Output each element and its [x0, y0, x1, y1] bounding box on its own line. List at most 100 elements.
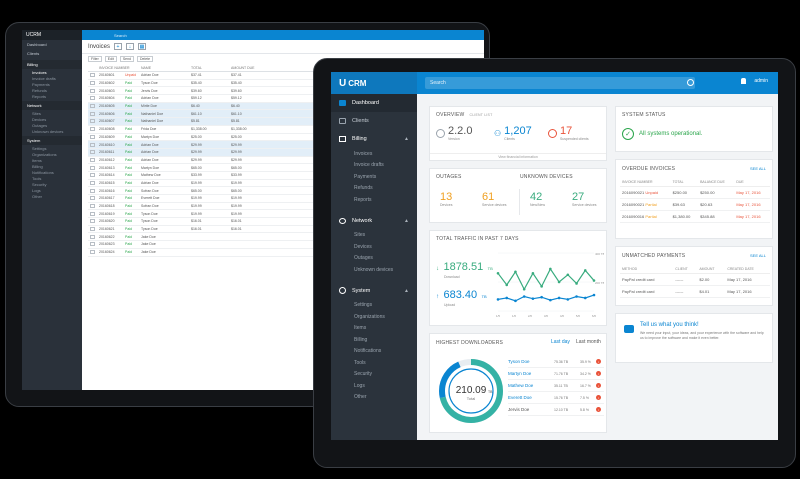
sidebar-subitem[interactable]: Invoices: [354, 150, 373, 157]
unmatched-row[interactable]: PayPal credit card ------ $2.00 May 17, 201…: [620, 273, 770, 286]
info-icon[interactable]: i: [596, 395, 601, 400]
overdue-see-all-link[interactable]: SEE ALL: [749, 166, 766, 171]
sidebar-subitem[interactable]: Billing: [354, 336, 368, 343]
unmatched-see-all-link[interactable]: SEE ALL: [749, 253, 766, 258]
row-checkbox[interactable]: [90, 234, 95, 239]
search-icon[interactable]: [687, 79, 694, 86]
info-icon[interactable]: i: [596, 371, 601, 376]
table-row[interactable]: 20160619 Paid Tyson Doe $19.99 $19.99: [88, 210, 358, 219]
downloader-row[interactable]: Tyson Doe 75.36 TB 35.9 % i: [508, 356, 604, 368]
table-row[interactable]: 20160624 Paid Jake Doe: [88, 249, 358, 257]
table-row[interactable]: 20160607 Paid Nathaniel Doe $5.81 $5.81: [88, 118, 358, 126]
sidebar-subitem[interactable]: Reports: [354, 196, 372, 203]
search-input[interactable]: Search: [425, 77, 695, 89]
sidebar-section-network[interactable]: Network ▲: [331, 212, 417, 230]
sidebar-subitem[interactable]: Other: [354, 394, 367, 401]
sidebar-item-dashboard[interactable]: Dashboard: [331, 94, 417, 112]
back-sidebar-item[interactable]: Reports: [32, 93, 47, 99]
downloader-row[interactable]: Jervis Doe 12.10 TB 5.8 % i: [508, 404, 604, 416]
table-row[interactable]: 20160621 Paid Tyson Doe $16.01 $16.01: [88, 226, 358, 234]
back-sidebar-item[interactable]: Settings: [32, 145, 47, 151]
sidebar-subitem[interactable]: Security: [354, 371, 373, 378]
sidebar-subitem[interactable]: Outages: [354, 255, 373, 262]
back-toolbar-button[interactable]: Send: [119, 56, 134, 62]
info-icon[interactable]: i: [596, 359, 601, 364]
table-row[interactable]: 20160603 Paid Jervis Doe $39.60 $39.60: [88, 87, 358, 96]
table-row[interactable]: 20160623 Paid Jake Doe: [88, 241, 358, 249]
back-sidebar-item[interactable]: System: [22, 136, 82, 145]
row-checkbox[interactable]: [90, 188, 95, 193]
row-checkbox[interactable]: [90, 211, 95, 216]
sidebar-subitem[interactable]: Sites: [354, 232, 366, 239]
table-row[interactable]: 20160613 Paid Martyn Doe $65.00 $65.00: [88, 164, 358, 172]
info-icon[interactable]: i: [596, 383, 601, 388]
row-checkbox[interactable]: [90, 81, 95, 86]
table-row[interactable]: 20160617 Paid Everett Doe $19.99 $19.99: [88, 195, 358, 203]
back-toolbar-button[interactable]: Edit: [104, 56, 117, 62]
table-row[interactable]: 20160620 Paid Tyson Doe $16.01 $16.01: [88, 218, 358, 226]
table-row[interactable]: 20160612 Paid Adrian Doe $29.99 $29.99: [88, 157, 358, 165]
row-checkbox[interactable]: [90, 242, 95, 247]
table-row[interactable]: 20160604 Paid Adrian Doe $59.12 $59.12: [88, 95, 358, 103]
overdue-row[interactable]: 2016090021 Partial $39.63 $20.63 May 17, 20…: [620, 198, 770, 211]
back-sidebar-item[interactable]: Outages: [32, 122, 48, 128]
column-header[interactable]: AMOUNT DUE: [231, 65, 255, 70]
table-row[interactable]: 20160608 Paid Frida Doe $1,338.00 $1,338.00: [88, 126, 358, 134]
sidebar-subitem[interactable]: Notifications: [354, 348, 382, 355]
back-sidebar-item[interactable]: Logs: [32, 187, 41, 193]
sidebar-subitem[interactable]: Organizations: [354, 313, 385, 320]
row-checkbox[interactable]: [90, 127, 95, 132]
grid-button[interactable]: ▦: [138, 43, 147, 50]
back-toolbar-button[interactable]: Delete: [137, 56, 154, 62]
table-row[interactable]: 20160609 Paid Martyn Doe $25.00 $25.00: [88, 134, 358, 142]
back-sidebar-item[interactable]: Refunds: [32, 87, 47, 93]
back-search-input[interactable]: Search: [114, 32, 127, 38]
back-sidebar-item[interactable]: Invoice drafts: [32, 75, 56, 81]
table-row[interactable]: 20160611 Paid Adrian Doe $29.99 $29.99: [88, 148, 358, 157]
row-checkbox[interactable]: [90, 173, 95, 178]
row-checkbox[interactable]: [90, 180, 95, 185]
overdue-row[interactable]: 2016090021 Unpaid $250.00 $250.00 May 17, 2…: [620, 186, 770, 199]
unknown-new-stat[interactable]: 42 New/New: [530, 191, 545, 207]
overdue-row[interactable]: 2016090016 Partial $1,380.00 $345.88 May 17…: [620, 210, 770, 223]
sidebar-subitem[interactable]: Items: [354, 325, 367, 332]
sidebar-item-clients[interactable]: Clients: [331, 112, 417, 130]
back-sidebar-item[interactable]: Unknown devices: [32, 128, 64, 134]
sidebar-subitem[interactable]: Logs: [354, 382, 365, 389]
row-checkbox[interactable]: [90, 165, 95, 170]
table-row[interactable]: 20160615 Paid Adrian Doe $19.99 $19.99: [88, 180, 358, 188]
table-row[interactable]: 20160606 Paid Nathaniel Doe $61.10 $61.10: [88, 110, 358, 119]
outage-service-stat[interactable]: 61 Service devices: [482, 191, 507, 207]
row-checkbox[interactable]: [90, 227, 95, 232]
downloader-row[interactable]: Everett Doe 15.76 TB 7.5 % i: [508, 392, 604, 404]
back-sidebar-item[interactable]: Clients: [27, 51, 40, 56]
sidebar-section-system[interactable]: System ▲: [331, 282, 417, 300]
row-checkbox[interactable]: [90, 88, 95, 93]
row-checkbox[interactable]: [90, 157, 95, 162]
downloader-row[interactable]: Mathew Doe 35.11 TB 16.7 % i: [508, 380, 604, 392]
row-checkbox[interactable]: [90, 73, 95, 78]
sidebar-subitem[interactable]: Payments: [354, 173, 377, 180]
back-sidebar-item[interactable]: Notifications: [32, 169, 54, 175]
download-button[interactable]: ↓: [126, 43, 135, 50]
row-checkbox[interactable]: [90, 150, 95, 155]
sidebar-section-billing[interactable]: Billing ▲: [331, 130, 417, 148]
sidebar-subitem[interactable]: Unknown devices: [354, 266, 394, 273]
back-sidebar-item[interactable]: Tools: [32, 175, 42, 181]
back-toolbar-button[interactable]: Filter: [88, 56, 102, 62]
row-checkbox[interactable]: [90, 219, 95, 224]
table-row[interactable]: 20160622 Paid Jake Doe: [88, 233, 358, 242]
row-checkbox[interactable]: [90, 111, 95, 116]
column-header[interactable]: TOTAL: [191, 65, 202, 70]
sidebar-subitem[interactable]: Tools: [354, 359, 366, 366]
row-checkbox[interactable]: [90, 119, 95, 124]
tab-last-day[interactable]: Last day: [551, 339, 570, 345]
back-sidebar-item[interactable]: Billing: [22, 60, 82, 69]
row-checkbox[interactable]: [90, 104, 95, 109]
info-icon[interactable]: i: [596, 407, 601, 412]
table-row[interactable]: 20160618 Paid Sofran Doe $19.99 $19.99: [88, 203, 358, 211]
row-checkbox[interactable]: [90, 96, 95, 101]
clients-stat[interactable]: ⚇ 1,207 Clients: [494, 125, 532, 141]
row-checkbox[interactable]: [90, 250, 95, 255]
back-sidebar-item[interactable]: Payments: [32, 81, 50, 87]
